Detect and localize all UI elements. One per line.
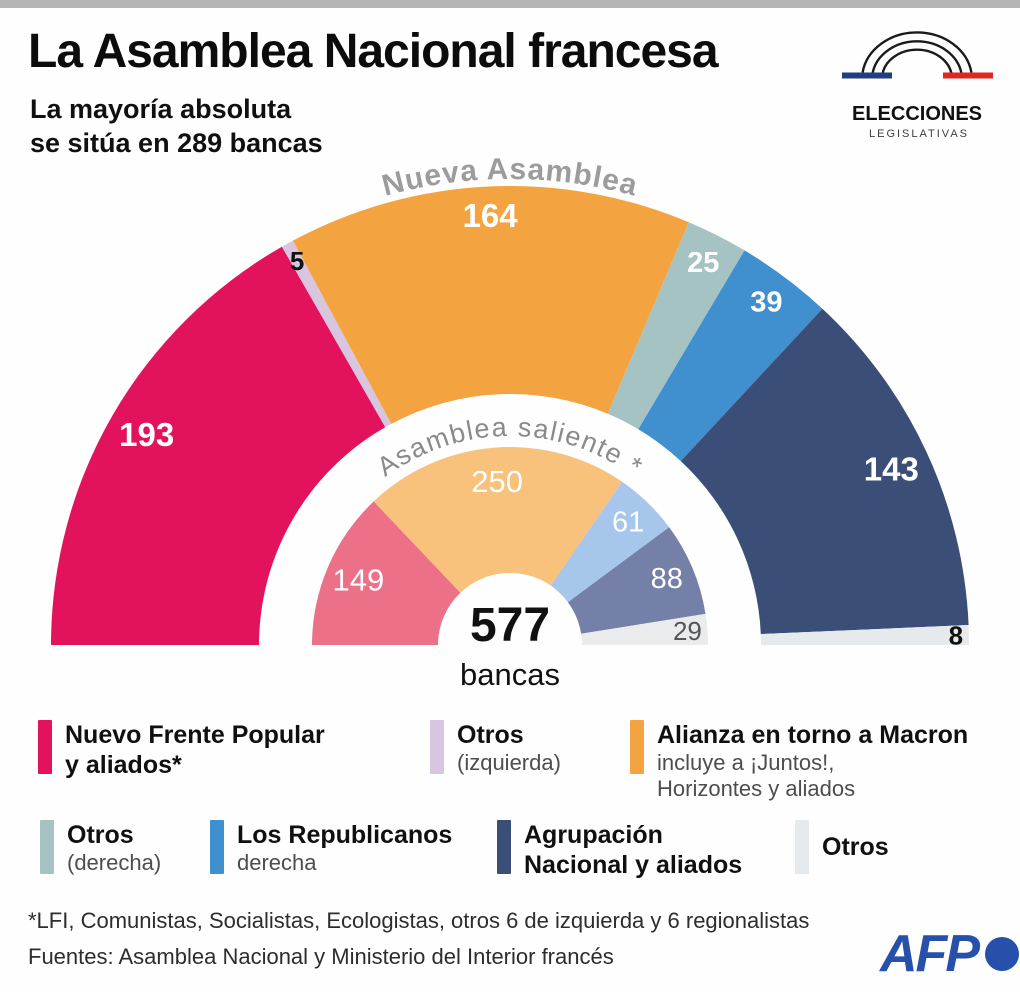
segment-nueva-asamblea-0 xyxy=(51,246,386,645)
legend-item-los-republicanos: Los Republicanos derecha xyxy=(210,820,452,876)
segment-nueva-asamblea-5 xyxy=(680,308,969,635)
segment-nueva-asamblea-6 xyxy=(760,625,970,645)
afp-logo: AFP xyxy=(880,924,1019,984)
top-bar xyxy=(0,0,1020,8)
legend-swatch xyxy=(40,820,54,874)
hemicycle-arcs-icon xyxy=(861,31,973,76)
segment-nueva-asamblea-2 xyxy=(292,186,689,424)
elecciones-legislativas-logo: ELECCIONES LEGISLATIVAS xyxy=(842,31,993,140)
legend-item-otros-izquierda: Otros (izquierda) xyxy=(430,720,561,776)
segment-value-asamblea-saliente-0: 149 xyxy=(333,562,385,597)
legend-label: Agrupación xyxy=(524,821,663,849)
legend-item-nuevo-frente-popular: Nuevo Frente Popular y aliados* xyxy=(38,720,325,780)
legend-sublabel: incluye a ¡Juntos!, xyxy=(657,750,835,775)
legend-swatch xyxy=(38,720,52,774)
legend-label: Los Republicanos xyxy=(237,821,453,849)
segment-asamblea-saliente-2 xyxy=(550,481,670,603)
logo-line-2: LEGISLATIVAS xyxy=(869,128,969,140)
segment-value-nueva-asamblea-4: 39 xyxy=(750,286,782,318)
legend-item-alianza-macron: Alianza en torno a Macron incluye a ¡Jun… xyxy=(630,720,968,802)
segment-value-nueva-asamblea-3: 25 xyxy=(687,247,719,279)
segment-value-asamblea-saliente-4: 29 xyxy=(673,616,702,646)
legend-sublabel: (derecha) xyxy=(67,850,162,875)
legend-label: Alianza en torno a Macron xyxy=(657,721,969,749)
legend-label: Otros xyxy=(457,721,524,749)
total-seats-value: 577 xyxy=(470,599,550,652)
footnote: *LFI, Comunistas, Socialistas, Ecologist… xyxy=(28,908,810,933)
segment-asamblea-saliente-3 xyxy=(567,527,706,634)
segment-value-asamblea-saliente-1: 250 xyxy=(471,464,523,499)
legend-sublabel: derecha xyxy=(237,850,317,875)
legend-item-agrupacion-nacional: Agrupación Nacional y aliados xyxy=(497,820,742,880)
page-subtitle: La mayoría absoluta se sitúa en 289 banc… xyxy=(30,92,323,160)
segment-value-asamblea-saliente-2: 61 xyxy=(612,507,644,539)
legend-swatch xyxy=(210,820,224,874)
segment-value-nueva-asamblea-5: 143 xyxy=(864,450,919,487)
flag-blue-bar xyxy=(842,72,892,79)
legend-label: Otros xyxy=(67,821,134,849)
subtitle-line-2: se sitúa en 289 bancas xyxy=(30,128,323,158)
legend-label: Nuevo Frente Popular xyxy=(65,721,325,749)
segment-value-nueva-asamblea-0: 193 xyxy=(119,416,174,453)
legend-label: Otros xyxy=(822,833,889,861)
legend-label-line2: y aliados* xyxy=(65,751,182,779)
legend-swatch xyxy=(630,720,644,774)
legend-swatch xyxy=(497,820,511,874)
page-title: La Asamblea Nacional francesa xyxy=(28,25,719,78)
legend-swatch xyxy=(430,720,444,774)
source-line: Fuentes: Asamblea Nacional y Ministerio … xyxy=(28,944,614,969)
legend-label-line2: Nacional y aliados xyxy=(524,851,743,879)
segment-value-nueva-asamblea-6: 8 xyxy=(949,620,963,650)
legend-sublabel: (izquierda) xyxy=(457,750,561,775)
legend-item-otros: Otros xyxy=(795,820,889,874)
segment-nueva-asamblea-3 xyxy=(607,222,745,430)
segment-asamblea-saliente-0 xyxy=(312,501,461,645)
segment-value-nueva-asamblea-2: 164 xyxy=(463,197,519,234)
afp-wordmark: AFP xyxy=(880,925,980,983)
afp-globe-icon xyxy=(985,937,1019,971)
flag-red-bar xyxy=(943,72,993,79)
segment-asamblea-saliente-1 xyxy=(373,447,623,593)
legend-item-otros-derecha: Otros (derecha) xyxy=(40,820,161,876)
segment-nueva-asamblea-4 xyxy=(638,250,823,462)
legend-sublabel-line2: Horizontes y aliados xyxy=(657,776,856,801)
segment-nueva-asamblea-1 xyxy=(281,240,392,428)
total-seats-unit: bancas xyxy=(460,657,560,692)
logo-line-1: ELECCIONES xyxy=(852,103,982,125)
legend-swatch xyxy=(795,820,809,874)
segment-value-asamblea-saliente-3: 88 xyxy=(651,563,683,595)
segment-asamblea-saliente-4 xyxy=(581,613,708,645)
segment-value-nueva-asamblea-1: 5 xyxy=(290,246,304,276)
subtitle-line-1: La mayoría absoluta xyxy=(30,94,292,124)
